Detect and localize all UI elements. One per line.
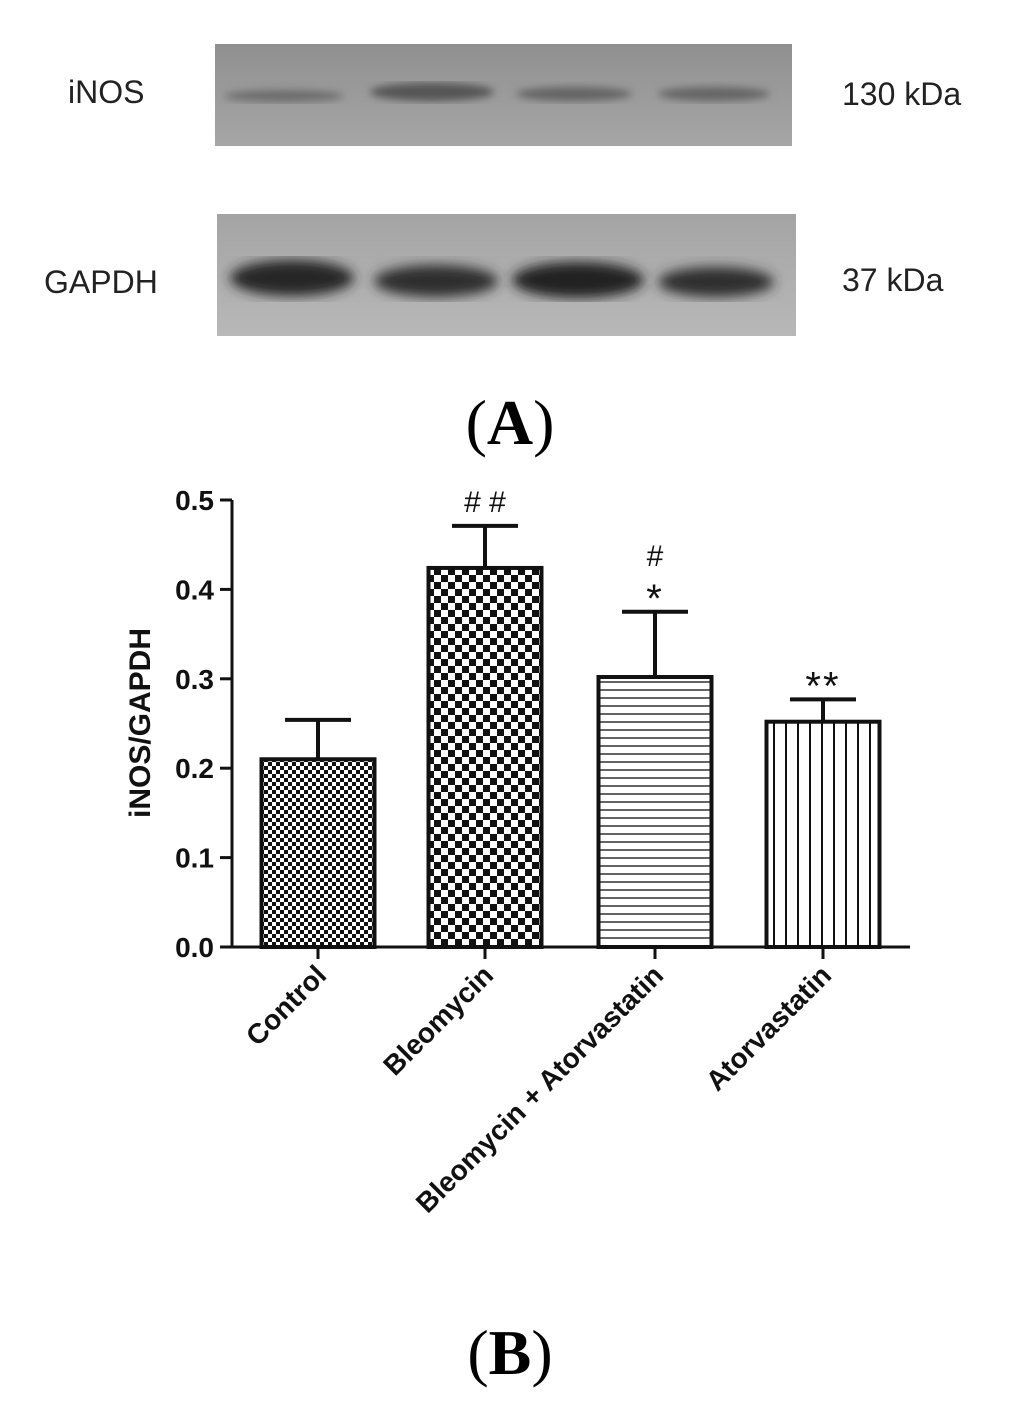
x-tick-label: Atorvastatin [700,959,837,1096]
y-tick-label: 0.1 [175,843,214,874]
gapdh-label: GAPDH [44,264,158,300]
inos-label: iNOS [68,74,145,110]
gapdh-weight-label: 37 kDa [842,262,944,298]
bar-control [259,757,377,950]
significance-marker: # # [464,486,506,519]
inos-blot-strip [215,44,792,146]
y-tick-label: 0.0 [175,932,214,963]
blot-image [215,44,796,336]
bar-atorvastatin [764,719,882,949]
gapdh-blot-strip [217,214,796,336]
panel-a-letter: A [486,387,534,458]
significance-marker: # [647,540,664,573]
y-tick-label: 0.2 [175,753,214,784]
bar-bleomycin [426,565,544,949]
x-tick-label: Bleomycin [377,959,499,1081]
bar-chart: 0.00.10.20.30.40.5 # ##*** Control Bleomy… [124,485,910,1219]
inos-weight-label: 130 kDa [842,76,962,112]
x-tick-label: Control [240,959,332,1051]
y-tick-label: 0.5 [175,485,214,516]
panel-b-letter: B [488,1317,532,1388]
significance-marker: ** [805,664,840,708]
significance-marker: * [646,577,664,621]
y-axis-label: iNOS/GAPDH [124,628,157,818]
bar-bleomycin-atorvastatin [596,675,714,949]
y-tick-label: 0.4 [175,574,214,605]
panel-a-label: (A) [465,387,555,458]
y-tick-label: 0.3 [175,664,214,695]
panel-b-label: (B) [467,1317,553,1388]
